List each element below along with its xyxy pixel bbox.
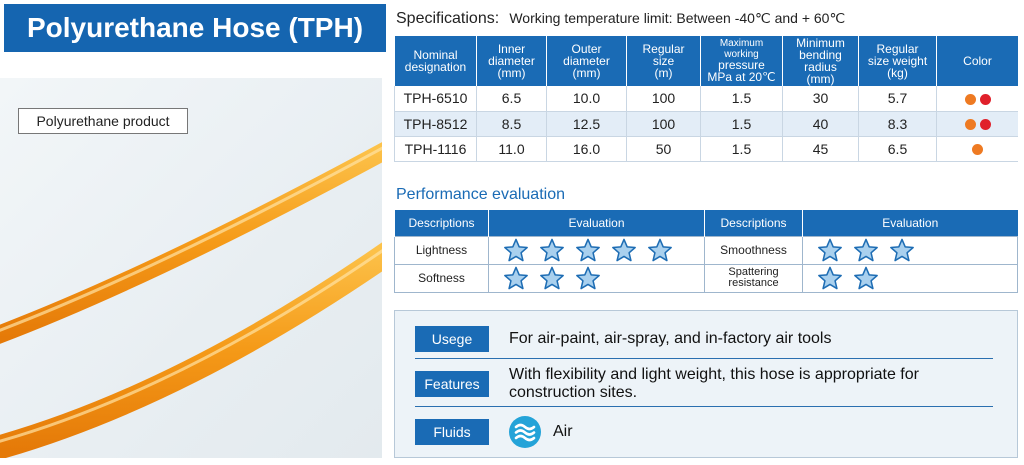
star-rating (802, 263, 1018, 293)
perf-header-desc-right: Descriptions (704, 210, 803, 236)
fluids-row: Fluids Air (415, 411, 993, 453)
color-dot (979, 119, 991, 131)
cell-weight: 6.5 (858, 136, 937, 162)
table-row: Lightness Smoothness (394, 235, 1018, 265)
specifications-title: Specifications: (396, 10, 500, 27)
cell-colors (936, 86, 1018, 112)
features-row: Features With flexibility and light weig… (415, 361, 993, 407)
cell-outer: 16.0 (546, 136, 627, 162)
header-pressure: Maximum working pressure MPa at 20℃ (700, 36, 783, 86)
star-icon (504, 266, 528, 290)
cell-size: 100 (626, 86, 701, 112)
temperature-limit: Working temperature limit: Between -40℃ … (509, 10, 846, 26)
hose-image (0, 142, 382, 458)
star-icon (854, 266, 878, 290)
cell-pressure: 1.5 (700, 86, 783, 112)
info-box: Usege For air-paint, air-spray, and in-f… (394, 310, 1018, 458)
header-size: Regular size (m) (626, 36, 701, 86)
table-row: Softness Spattering resistance (394, 263, 1018, 293)
star-icon (576, 238, 600, 262)
cell-pressure: 1.5 (700, 136, 783, 162)
cell-inner: 8.5 (476, 111, 547, 137)
fluids-text: Air (553, 423, 573, 440)
cell-outer: 10.0 (546, 86, 627, 112)
cell-outer: 12.5 (546, 111, 627, 137)
star-icon (854, 238, 878, 262)
star-icon (540, 238, 564, 262)
usage-label: Usege (415, 325, 489, 352)
header-color: Color (936, 36, 1018, 86)
cell-weight: 5.7 (858, 86, 937, 112)
perf-header-row: Descriptions Evaluation Descriptions Eva… (394, 210, 1018, 236)
color-dot (979, 94, 991, 106)
perf-label: Softness (394, 263, 489, 293)
color-dot (964, 94, 976, 106)
cell-size: 100 (626, 111, 701, 137)
cell-inner: 11.0 (476, 136, 547, 162)
star-icon (818, 266, 842, 290)
header-radius: Minimum bending radius (mm) (782, 36, 859, 86)
cell-radius: 45 (782, 136, 859, 162)
perf-header-eval-right: Evaluation (802, 210, 1018, 236)
product-label: Polyurethane product (18, 108, 188, 134)
spec-header-row: Nominal designation Inner diameter (mm) Out… (394, 36, 1018, 86)
star-icon (540, 266, 564, 290)
cell-radius: 30 (782, 86, 859, 112)
perf-label: Lightness (394, 235, 489, 265)
cell-weight: 8.3 (858, 111, 937, 137)
table-row: TPH-8512 8.5 12.5 100 1.5 40 8.3 (394, 111, 1018, 137)
perf-header-desc-left: Descriptions (394, 210, 489, 236)
star-icon (612, 238, 636, 262)
table-row: TPH-6510 6.5 10.0 100 1.5 30 5.7 (394, 86, 1018, 112)
header-nominal: Nominal designation (394, 36, 477, 86)
cell-colors (936, 111, 1018, 137)
color-dot (964, 119, 976, 131)
cell-radius: 40 (782, 111, 859, 137)
cell-size: 50 (626, 136, 701, 162)
usage-row: Usege For air-paint, air-spray, and in-f… (415, 319, 993, 359)
performance-title: Performance evaluation (396, 186, 565, 203)
cell-name: TPH-8512 (394, 111, 477, 137)
air-icon (509, 416, 541, 448)
header-inner: Inner diameter (mm) (476, 36, 547, 86)
cell-name: TPH-1116 (394, 136, 477, 162)
star-rating (802, 235, 1018, 265)
cell-inner: 6.5 (476, 86, 547, 112)
page-title: Polyurethane Hose (TPH) (4, 4, 386, 52)
specifications-table: Nominal designation Inner diameter (mm) Out… (394, 36, 1018, 162)
star-rating (488, 263, 705, 293)
star-icon (648, 238, 672, 262)
fluids-label: Fluids (415, 419, 489, 445)
header-outer: Outer diameter (mm) (546, 36, 627, 86)
star-icon (576, 266, 600, 290)
features-text: With flexibility and light weight, this … (509, 365, 919, 401)
perf-label: Smoothness (704, 235, 803, 265)
star-icon (890, 238, 914, 262)
header-weight: Regular size weight (kg) (858, 36, 937, 86)
cell-colors (936, 136, 1018, 162)
usage-text: For air-paint, air-spray, and in-factory… (509, 329, 832, 347)
cell-name: TPH-6510 (394, 86, 477, 112)
star-icon (818, 238, 842, 262)
perf-header-eval-left: Evaluation (488, 210, 705, 236)
specifications-heading: Specifications: Working temperature limi… (396, 10, 845, 28)
hose-photo (0, 78, 382, 458)
features-label: Features (415, 370, 489, 397)
table-row: TPH-1116 11.0 16.0 50 1.5 45 6.5 (394, 136, 1018, 162)
performance-table: Descriptions Evaluation Descriptions Eva… (394, 210, 1018, 293)
star-rating (488, 235, 705, 265)
star-icon (504, 238, 528, 262)
perf-label: Spattering resistance (704, 263, 803, 293)
cell-pressure: 1.5 (700, 111, 783, 137)
color-dot (972, 144, 983, 156)
